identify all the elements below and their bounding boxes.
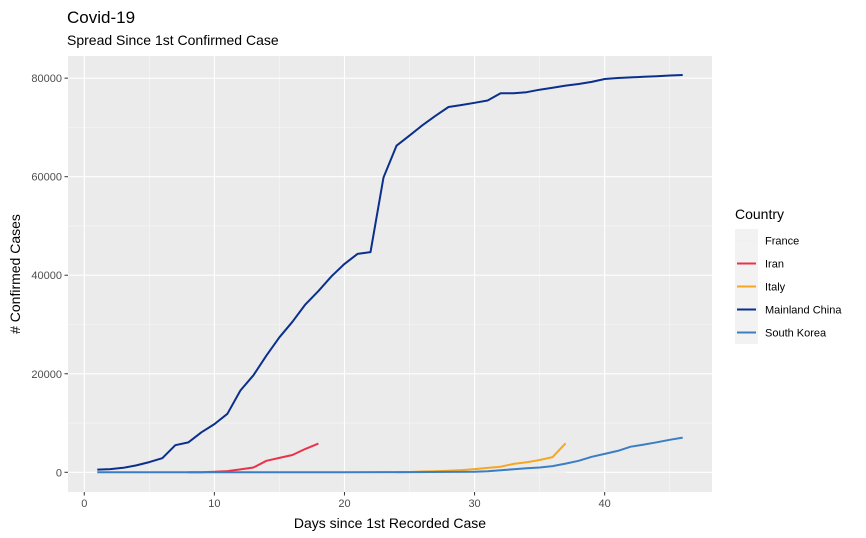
series-lines: [97, 74, 683, 474]
x-axis-label: Days since 1st Recorded Case: [294, 515, 486, 531]
series-line-south-korea: [97, 436, 683, 474]
series-line-mainland-china: [97, 74, 683, 471]
x-axis-ticks: 0 10 20 30 40: [81, 492, 611, 510]
y-axis-label: # Confirmed Cases: [7, 214, 23, 334]
y-tick-label: 20000: [31, 369, 62, 381]
legend-label-mainland-china: Mainland China: [765, 305, 842, 317]
x-tick-label: 30: [468, 498, 480, 510]
legend-label-france: France: [765, 236, 799, 248]
y-tick-label: 0: [56, 467, 62, 479]
chart-title: Covid-19: [67, 8, 135, 27]
legend: Country France Iran Italy Mainland China Sou…: [735, 206, 842, 344]
legend-items: France Iran Italy Mainland China South Korea: [735, 229, 842, 344]
y-tick-label: 80000: [31, 73, 62, 85]
legend-title: Country: [735, 206, 784, 222]
y-axis-ticks: 0 20000 40000 60000 80000: [31, 73, 68, 479]
x-tick-label: 20: [338, 498, 350, 510]
x-tick-label: 0: [81, 498, 87, 510]
plot-panel: [68, 56, 712, 492]
y-tick-label: 60000: [31, 172, 62, 184]
x-tick-label: 40: [599, 498, 611, 510]
y-tick-label: 40000: [31, 270, 62, 282]
major-gridlines: [68, 56, 712, 492]
legend-label-south-korea: South Korea: [765, 328, 827, 340]
chart-subtitle: Spread Since 1st Confirmed Case: [67, 32, 279, 48]
legend-label-iran: Iran: [765, 259, 784, 271]
legend-label-italy: Italy: [765, 282, 786, 294]
x-tick-label: 10: [208, 498, 220, 510]
